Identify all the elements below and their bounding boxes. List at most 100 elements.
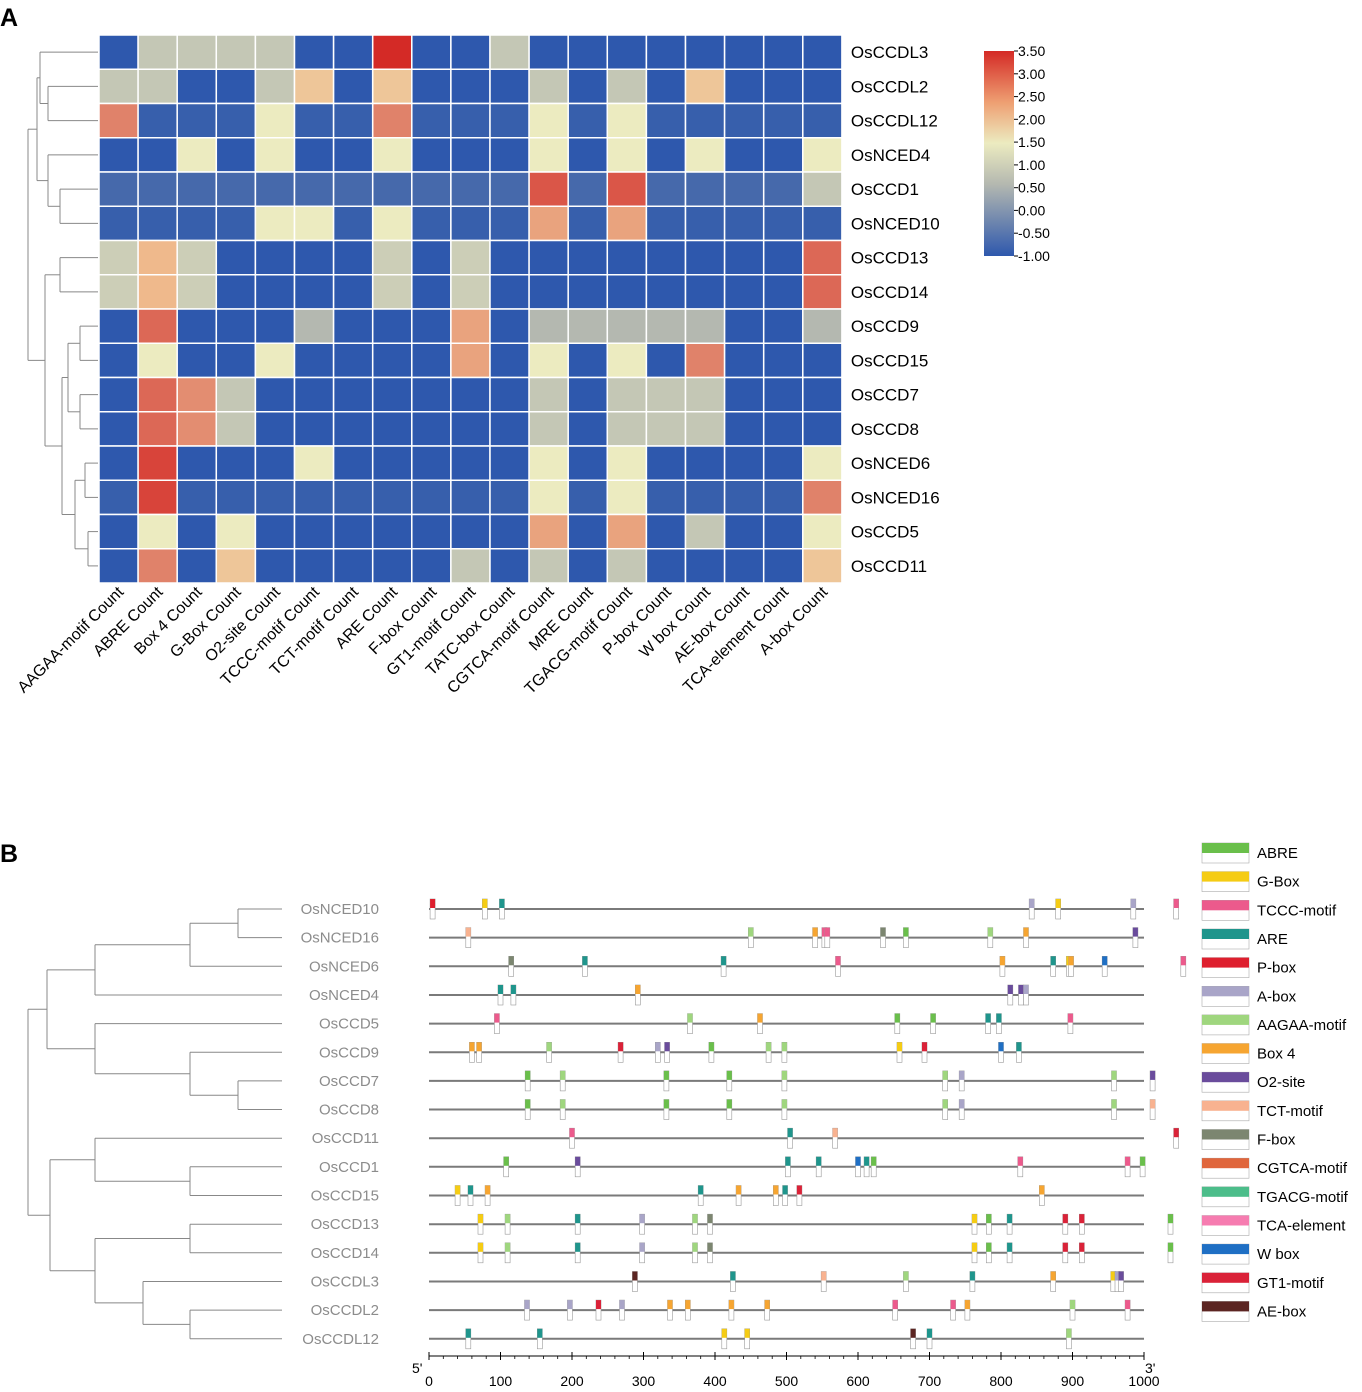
heatmap-cell: [606, 513, 648, 550]
motif-site: [1055, 898, 1061, 920]
heatmap-cell: [98, 171, 139, 207]
heatmap-row-label: OsCCD1: [851, 180, 919, 199]
heatmap-cell: [528, 68, 569, 105]
heatmap-cell: [606, 137, 648, 173]
motif-site: [782, 1185, 788, 1206]
heatmap-cell: [293, 102, 335, 139]
motif-site-fill: [816, 1156, 822, 1166]
motif-site: [824, 927, 831, 948]
heatmap-cell: [528, 171, 569, 207]
heatmap-cell: [528, 411, 569, 447]
motif-site: [985, 1013, 991, 1034]
heatmap-cell: [684, 479, 726, 516]
heatmap-cell: [802, 342, 843, 379]
heatmap-cell: [98, 342, 139, 379]
heatmap-cell: [684, 376, 726, 413]
heatmap-cell: [489, 274, 530, 310]
legend-item: ARE: [1201, 928, 1288, 950]
motif-site-fill: [1062, 1214, 1068, 1224]
motif-site: [971, 1213, 978, 1235]
heatmap-cell: [215, 274, 257, 310]
heatmap-cell: [215, 411, 257, 447]
heatmap-cell: [137, 274, 178, 310]
legend-label: CGTCA-motif: [1257, 1160, 1348, 1177]
heatmap-cell: [723, 513, 765, 550]
motif-site-fill: [465, 927, 471, 937]
motif-site-fill: [726, 1099, 732, 1109]
heatmap-cell: [411, 239, 452, 276]
heatmap-cell: [450, 548, 491, 584]
heatmap-cell: [723, 274, 765, 310]
gene-label: OsNCED10: [301, 901, 379, 918]
motif-site: [504, 1242, 511, 1264]
heatmap-cell: [254, 376, 296, 413]
motif-site: [863, 1156, 870, 1178]
motif-site: [903, 1271, 909, 1292]
heatmap-cell: [215, 239, 257, 276]
motif-site-fill: [1168, 1214, 1173, 1224]
legend-item: ABRE: [1201, 842, 1298, 864]
legend-swatch: [1202, 900, 1249, 911]
motif-site: [832, 1127, 838, 1149]
motif-site: [726, 1070, 733, 1092]
heatmap-cell: [215, 68, 257, 105]
legend-swatch: [1202, 986, 1249, 997]
motif-site-fill: [655, 1042, 661, 1052]
heatmap-row-label: OsCCD5: [851, 523, 919, 542]
motif-site: [1017, 1156, 1024, 1178]
motif-site-fill: [903, 927, 909, 937]
motif-site-fill: [478, 1242, 483, 1252]
heatmap-cell: [802, 34, 843, 70]
heatmap-cell: [489, 513, 530, 550]
motif-site: [524, 1070, 531, 1092]
heatmap-cell: [293, 274, 335, 310]
heatmap-cell: [215, 479, 257, 516]
legend-label: Box 4: [1257, 1046, 1295, 1063]
heatmap-cell: [762, 34, 804, 70]
heatmap-cell: [567, 171, 609, 207]
heatmap-cell: [98, 274, 139, 310]
heatmap-cell: [489, 239, 530, 276]
heatmap-cell: [371, 137, 413, 173]
heatmap-cell: [450, 137, 491, 173]
heatmap-cell: [176, 68, 218, 105]
motif-site: [687, 1013, 693, 1034]
gene-label: OsCCD5: [319, 1016, 379, 1033]
motif-site: [1130, 898, 1137, 920]
motif-site-fill: [796, 1185, 802, 1195]
heatmap-cell: [802, 137, 843, 173]
motif-site-fill: [910, 1328, 916, 1338]
motif-site: [697, 1185, 704, 1206]
motif-site-fill: [942, 1099, 948, 1109]
promoter-tracks: [429, 908, 1144, 1340]
heatmap-cell: [606, 548, 648, 584]
motif-site-fill: [498, 985, 503, 994]
heatmap-cell: [762, 102, 804, 139]
heatmap-cell: [98, 34, 139, 70]
motif-site: [1101, 955, 1108, 977]
motif-site: [765, 1042, 772, 1063]
heatmap-cell: [176, 137, 218, 173]
motif-site: [667, 1299, 673, 1321]
motif-site-fill: [1067, 1013, 1073, 1023]
heatmap-cell: [723, 239, 765, 276]
panel-a-letter: A: [0, 4, 18, 32]
colorbar-ticks: 3.50 3.00 2.50 2.00 1.50 1.00 0.50 0.00 -0.50 -1.…: [1014, 43, 1050, 264]
motif-site: [619, 1299, 625, 1321]
motif-site: [728, 1299, 735, 1321]
heatmap-cell: [802, 445, 843, 481]
motif-site: [510, 984, 517, 1006]
motif-site: [1111, 1070, 1117, 1092]
motif-site-fill: [1173, 899, 1179, 908]
heatmap-cell: [762, 205, 804, 242]
heatmap-cell: [215, 308, 257, 344]
motif-site-fill: [575, 1242, 581, 1252]
heatmap-cell: [528, 274, 569, 310]
motif-site-fill: [864, 1156, 870, 1166]
motif-site-fill: [1029, 899, 1035, 908]
motif-site-fill: [972, 1242, 977, 1252]
motif-site: [958, 1070, 965, 1092]
heatmap-cell: [254, 102, 296, 139]
heatmap-cell: [528, 205, 569, 242]
motif-site: [1018, 984, 1024, 1006]
